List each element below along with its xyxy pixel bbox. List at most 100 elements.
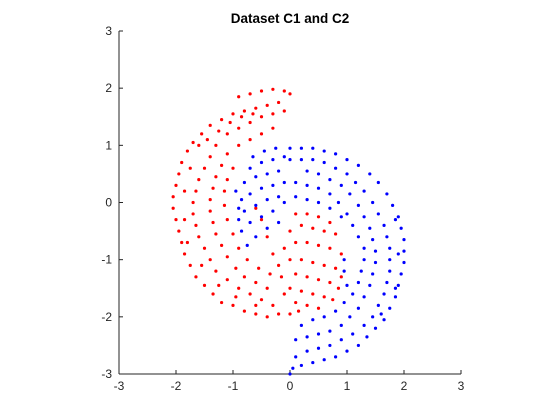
data-point — [339, 183, 343, 187]
data-point — [237, 95, 241, 99]
data-point — [259, 218, 264, 222]
series-1 — [171, 87, 343, 319]
data-point — [382, 223, 386, 227]
data-point — [174, 218, 178, 222]
data-point — [351, 332, 355, 336]
data-point — [277, 312, 281, 316]
data-point — [197, 235, 201, 239]
data-point — [328, 220, 332, 225]
data-point — [282, 155, 286, 159]
data-point — [368, 283, 372, 287]
data-point — [356, 306, 360, 310]
data-point — [271, 112, 275, 116]
data-point — [388, 306, 392, 310]
data-point — [271, 183, 275, 187]
data-point — [245, 243, 249, 247]
data-point — [248, 92, 252, 96]
data-point — [305, 349, 309, 353]
data-point — [339, 252, 343, 256]
data-point — [362, 189, 366, 193]
data-point — [393, 218, 398, 222]
data-point — [282, 109, 286, 113]
data-point — [334, 355, 338, 359]
data-point — [188, 166, 192, 170]
data-point — [194, 189, 198, 193]
data-point — [271, 252, 275, 256]
data-point — [371, 272, 375, 276]
data-point — [339, 338, 343, 342]
data-point — [242, 109, 246, 113]
data-point — [388, 258, 392, 262]
data-point — [225, 178, 229, 182]
data-point — [299, 258, 303, 262]
data-point — [322, 263, 326, 267]
data-point — [365, 335, 369, 339]
data-point — [217, 129, 221, 133]
data-point — [197, 143, 201, 147]
data-point — [248, 120, 252, 125]
data-point — [185, 240, 189, 245]
data-point — [282, 200, 286, 205]
data-point — [356, 343, 360, 348]
data-point — [254, 203, 258, 207]
data-point — [305, 240, 309, 245]
data-point — [356, 280, 360, 285]
data-point — [294, 300, 298, 305]
data-point — [185, 149, 189, 153]
data-point — [311, 318, 315, 322]
data-point — [362, 295, 366, 299]
data-point — [200, 263, 204, 267]
data-point — [254, 106, 258, 110]
data-point — [265, 103, 269, 107]
data-point — [388, 269, 392, 273]
data-point — [402, 249, 406, 253]
data-point — [356, 203, 360, 207]
data-point — [279, 275, 284, 279]
data-point — [174, 183, 178, 187]
data-point — [214, 232, 218, 236]
data-point — [220, 300, 224, 305]
data-point — [305, 275, 309, 279]
x-tick-label: 2 — [401, 379, 408, 393]
series-2 — [234, 146, 406, 376]
data-point — [336, 200, 341, 205]
data-point — [316, 186, 321, 190]
data-point — [254, 303, 258, 307]
data-point — [305, 335, 309, 339]
data-point — [248, 220, 252, 225]
x-tick-label: -2 — [171, 379, 182, 393]
data-point — [299, 158, 303, 162]
data-point — [237, 218, 241, 222]
data-point — [359, 269, 363, 273]
data-point — [259, 132, 264, 136]
data-point — [328, 178, 332, 182]
data-point — [385, 235, 389, 239]
data-point — [351, 292, 355, 296]
data-point — [171, 195, 175, 199]
data-point — [234, 295, 238, 299]
data-point — [322, 160, 326, 165]
data-point — [305, 303, 309, 307]
data-point — [376, 303, 380, 307]
data-point — [225, 218, 229, 222]
data-point — [231, 232, 235, 236]
data-point — [265, 198, 269, 202]
data-point — [373, 326, 378, 330]
data-point — [373, 249, 378, 253]
data-point — [311, 146, 315, 150]
data-point — [211, 292, 215, 296]
data-point — [345, 212, 349, 216]
data-point — [239, 198, 244, 202]
data-point — [254, 280, 258, 285]
data-point — [208, 198, 212, 202]
data-point — [385, 280, 389, 285]
data-point — [282, 292, 286, 296]
data-point — [345, 158, 349, 162]
data-point — [271, 303, 275, 307]
data-point — [259, 160, 264, 165]
data-point — [316, 346, 321, 350]
data-point — [328, 246, 332, 250]
data-point — [376, 212, 380, 216]
data-point — [242, 275, 246, 279]
